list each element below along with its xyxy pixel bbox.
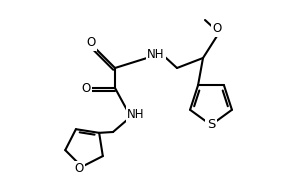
Text: O: O	[81, 81, 91, 94]
Text: O: O	[212, 23, 222, 36]
Text: NH: NH	[147, 48, 165, 61]
Text: NH: NH	[127, 107, 145, 120]
Text: O: O	[74, 162, 83, 175]
Text: S: S	[207, 119, 215, 132]
Text: O: O	[86, 36, 96, 49]
